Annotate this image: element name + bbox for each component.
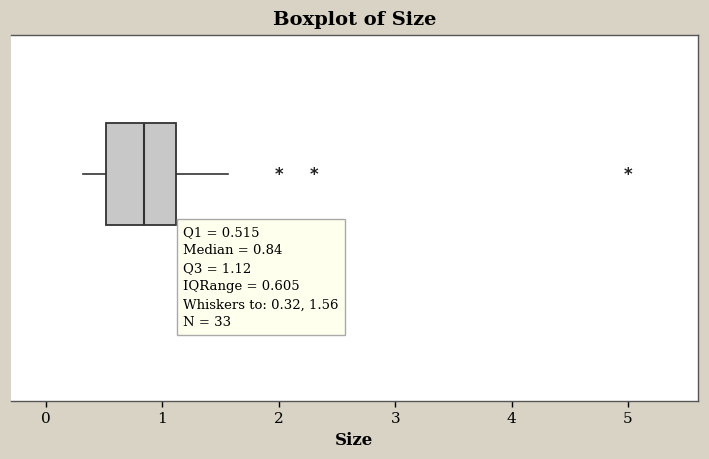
- Text: *: *: [624, 166, 632, 184]
- Text: *: *: [274, 166, 283, 184]
- X-axis label: Size: Size: [335, 431, 374, 448]
- Text: *: *: [309, 166, 318, 184]
- Text: Q1 = 0.515
Median = 0.84
Q3 = 1.12
IQRange = 0.605
Whiskers to: 0.32, 1.56
N = 3: Q1 = 0.515 Median = 0.84 Q3 = 1.12 IQRan…: [184, 226, 339, 329]
- Bar: [106, 124, 177, 226]
- Title: Boxplot of Size: Boxplot of Size: [273, 11, 436, 29]
